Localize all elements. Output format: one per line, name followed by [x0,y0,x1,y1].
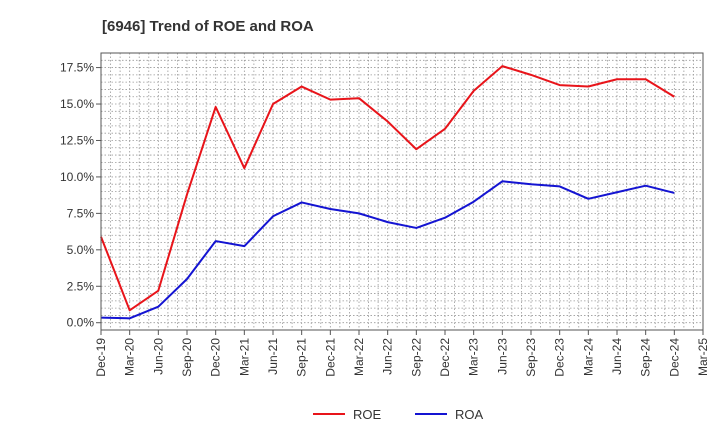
x-tick-label: Dec-22 [438,338,452,377]
x-tick-label: Mar-23 [467,338,481,376]
x-tick-label: Sep-22 [409,338,423,377]
y-tick-label: 2.5% [67,279,95,293]
series-line-roa [100,180,675,320]
series-lines [100,65,675,320]
legend-label-roe: ROE [353,407,382,422]
x-axis: Dec-19 Mar-20 Jun-20 Sep-20 Dec-20 Mar-21 Jun-… [94,330,710,377]
x-tick-label: Dec-21 [323,338,337,377]
chart-title: [6946] Trend of ROE and ROA [102,18,314,35]
x-tick-label: Sep-20 [180,338,194,377]
x-tick-label: Jun-20 [151,338,165,375]
y-tick-label: 0.0% [67,316,95,330]
legend: ROE ROA [313,407,484,422]
x-tick-label: Mar-20 [123,338,137,376]
series-line-roe [100,65,675,312]
x-tick-label: Dec-20 [209,338,223,377]
legend-label-roa: ROA [455,407,484,422]
y-tick-label: 7.5% [67,206,95,220]
y-tick-label: 10.0% [60,170,94,184]
x-tick-label: Jun-24 [610,338,624,375]
x-tick-label: Sep-23 [524,338,538,377]
x-tick-label: Dec-19 [94,338,108,377]
x-tick-label: Jun-21 [266,338,280,375]
y-axis: 0.0% 2.5% 5.0% 7.5% 10.0% 12.5% 15.0% 17.5% [60,61,101,330]
y-tick-label: 17.5% [60,61,94,75]
plot-frame [100,52,704,331]
x-tick-label: Dec-24 [667,338,681,377]
x-tick-label: Dec-23 [553,338,567,377]
y-tick-label: 15.0% [60,97,94,111]
y-tick-label: 5.0% [67,243,95,257]
x-tick-label: Jun-22 [381,338,395,375]
x-tick-label: Mar-24 [581,338,595,376]
x-tick-label: Jun-23 [495,338,509,375]
x-tick-label: Mar-25 [696,338,710,376]
y-tick-label: 12.5% [60,133,94,147]
x-tick-label: Sep-21 [295,338,309,377]
x-tick-label: Mar-21 [237,338,251,376]
grid [101,52,703,331]
x-tick-label: Sep-24 [639,338,653,377]
x-tick-label: Mar-22 [352,338,366,376]
